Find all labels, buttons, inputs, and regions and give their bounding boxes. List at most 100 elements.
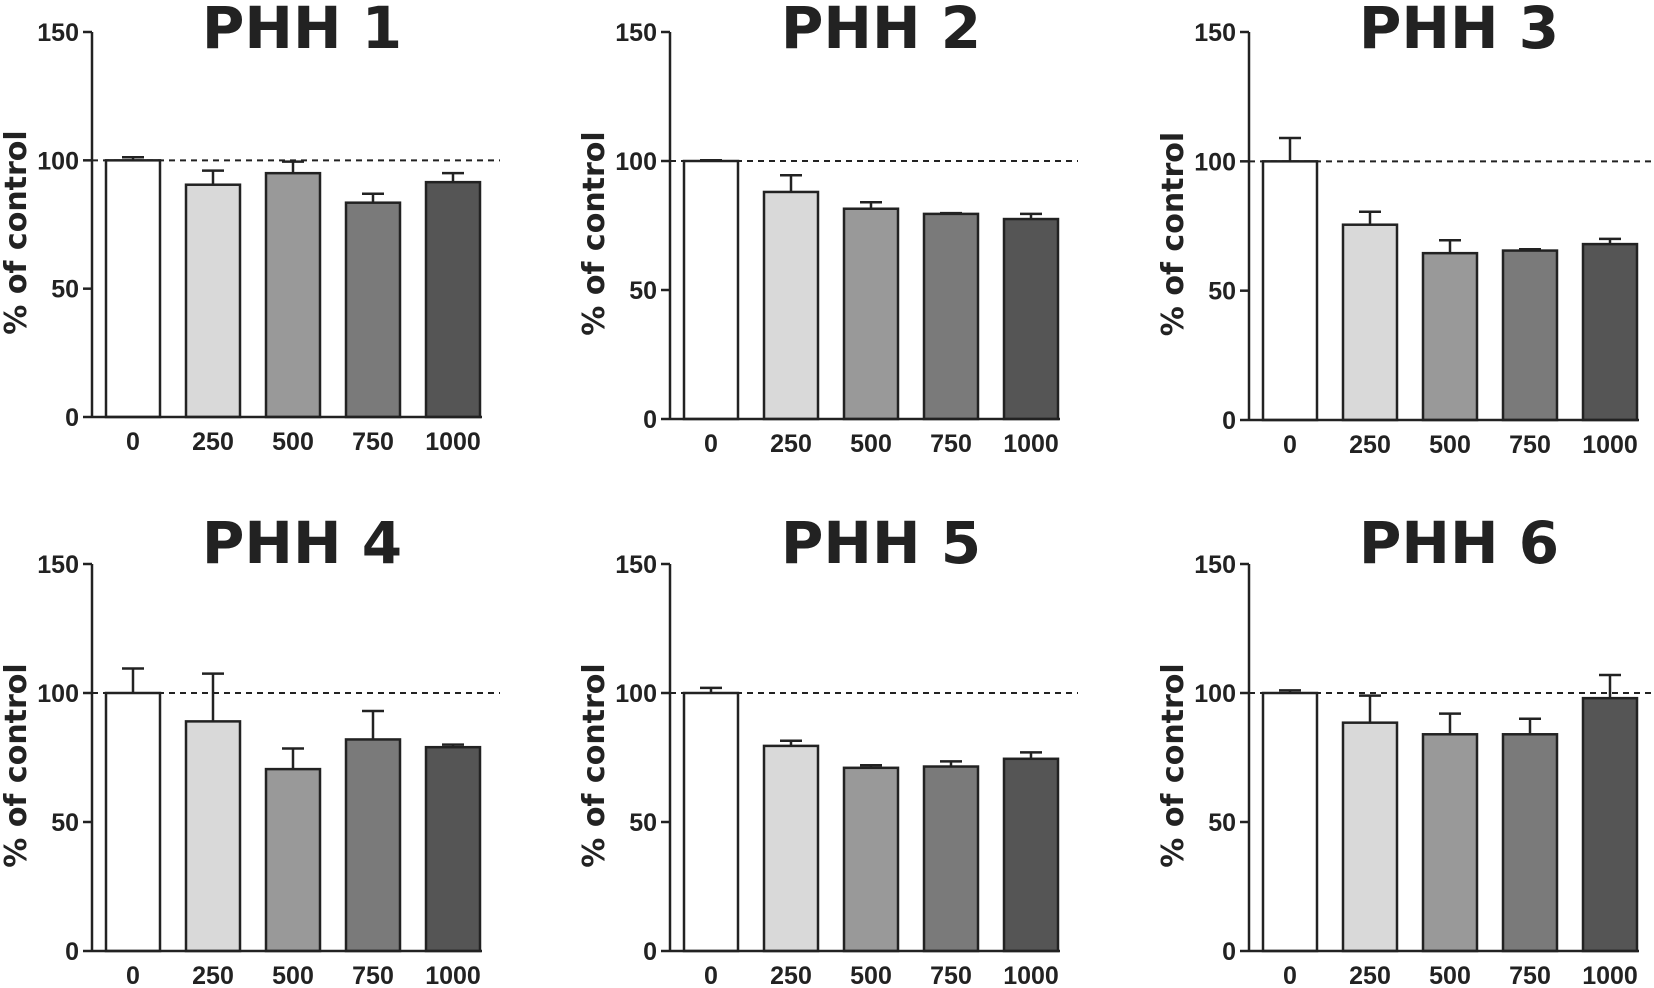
x-tick-label: 250 bbox=[192, 428, 234, 456]
bar-0 bbox=[104, 159, 162, 419]
x-tick-label: 500 bbox=[272, 962, 314, 988]
x-tick-label: 750 bbox=[930, 430, 972, 458]
bar-0 bbox=[104, 691, 162, 953]
y-tick-label: 100 bbox=[37, 147, 79, 175]
x-tick-label: 500 bbox=[850, 430, 892, 458]
y-axis-label: % of control bbox=[0, 663, 34, 867]
chart-title: PHH 6 bbox=[1359, 509, 1559, 577]
bar-0 bbox=[682, 691, 740, 953]
chart-title: PHH 5 bbox=[781, 509, 981, 577]
bar-250 bbox=[184, 183, 242, 419]
y-tick-label: 100 bbox=[37, 680, 79, 708]
x-tick-label: 1000 bbox=[1582, 962, 1638, 988]
bar-750 bbox=[922, 212, 980, 421]
x-tick-label: 250 bbox=[770, 430, 812, 458]
x-tick-label: 250 bbox=[1349, 431, 1391, 459]
y-tick-label: 50 bbox=[629, 277, 657, 305]
x-tick-label: 0 bbox=[704, 430, 718, 458]
x-tick-label: 750 bbox=[930, 962, 972, 988]
chart-title: PHH 2 bbox=[781, 0, 981, 62]
bar-250 bbox=[762, 190, 820, 421]
x-tick-label: 750 bbox=[1509, 431, 1551, 459]
y-tick-label: 0 bbox=[1222, 938, 1236, 966]
x-tick-label: 1000 bbox=[1582, 431, 1638, 459]
y-tick-label: 150 bbox=[37, 19, 79, 47]
chart-panel-3: PHH 3 % of control 0 250 500 750 1000 0 50 100 150 bbox=[1156, 0, 1654, 459]
x-tick-label: 0 bbox=[126, 962, 140, 988]
bar-500 bbox=[264, 171, 322, 419]
x-tick-label: 500 bbox=[272, 428, 314, 456]
y-axis-label: % of control bbox=[1156, 663, 1191, 867]
y-tick-label: 0 bbox=[1222, 407, 1236, 435]
y-tick-label: 0 bbox=[65, 404, 79, 432]
bar-500 bbox=[842, 766, 900, 953]
x-tick-label: 750 bbox=[352, 962, 394, 988]
y-tick-label: 150 bbox=[615, 551, 657, 579]
chart-panel-1: PHH 1 % of control 0 250 500 750 1000 0 50 100 150 bbox=[0, 0, 500, 456]
y-tick-label: 100 bbox=[615, 680, 657, 708]
y-tick-label: 50 bbox=[51, 276, 79, 304]
y-axis-label: % of control bbox=[577, 663, 612, 867]
bar-250 bbox=[184, 720, 242, 953]
y-tick-label: 0 bbox=[65, 938, 79, 966]
y-tick-label: 50 bbox=[629, 809, 657, 837]
x-tick-label: 250 bbox=[770, 962, 812, 988]
bar-0 bbox=[682, 159, 740, 421]
bar-0 bbox=[1261, 691, 1319, 953]
y-tick-label: 150 bbox=[1194, 19, 1236, 47]
chart-title: PHH 3 bbox=[1359, 0, 1559, 62]
y-tick-label: 50 bbox=[51, 809, 79, 837]
bar-750 bbox=[344, 738, 402, 953]
y-tick-label: 100 bbox=[1194, 680, 1236, 708]
bar-1000 bbox=[1581, 242, 1639, 422]
y-tick-label: 150 bbox=[615, 19, 657, 47]
y-axis-label: % of control bbox=[577, 131, 612, 335]
y-tick-label: 100 bbox=[1194, 148, 1236, 176]
bar-750 bbox=[1501, 249, 1559, 422]
bar-250 bbox=[762, 744, 820, 953]
bar-750 bbox=[1501, 733, 1559, 953]
x-tick-label: 500 bbox=[850, 962, 892, 988]
y-axis-label: % of control bbox=[1156, 132, 1191, 336]
bar-250 bbox=[1341, 721, 1399, 953]
x-tick-label: 250 bbox=[192, 962, 234, 988]
bar-500 bbox=[1421, 733, 1479, 953]
bar-250 bbox=[1341, 223, 1399, 422]
bar-1000 bbox=[1581, 696, 1639, 953]
bar-1000 bbox=[1002, 217, 1060, 421]
y-tick-label: 150 bbox=[37, 551, 79, 579]
x-tick-label: 500 bbox=[1429, 962, 1471, 988]
bar-1000 bbox=[424, 745, 482, 953]
chart-panel-2: PHH 2 % of control 0 250 500 750 1000 0 50 100 150 bbox=[577, 0, 1078, 458]
chart-panel-4: PHH 4 % of control 0 250 500 750 1000 0 50 100 150 bbox=[0, 509, 500, 988]
bar-0 bbox=[1261, 160, 1319, 422]
bar-500 bbox=[264, 767, 322, 953]
y-tick-label: 150 bbox=[1194, 551, 1236, 579]
x-tick-label: 1000 bbox=[1003, 430, 1059, 458]
y-tick-label: 0 bbox=[643, 406, 657, 434]
bar-500 bbox=[842, 207, 900, 421]
x-tick-label: 500 bbox=[1429, 431, 1471, 459]
chart-panel-5: PHH 5 % of control 0 250 500 750 1000 0 50 100 150 bbox=[577, 509, 1078, 988]
x-tick-label: 0 bbox=[704, 962, 718, 988]
x-tick-label: 750 bbox=[352, 428, 394, 456]
x-tick-label: 0 bbox=[1283, 962, 1297, 988]
y-tick-label: 50 bbox=[1208, 809, 1236, 837]
y-tick-label: 50 bbox=[1208, 278, 1236, 306]
x-tick-label: 250 bbox=[1349, 962, 1391, 988]
x-tick-label: 0 bbox=[1283, 431, 1297, 459]
y-tick-label: 100 bbox=[615, 148, 657, 176]
chart-title: PHH 4 bbox=[202, 509, 402, 577]
chart-title: PHH 1 bbox=[202, 0, 402, 62]
bar-1000 bbox=[424, 180, 482, 419]
x-tick-label: 750 bbox=[1509, 962, 1551, 988]
bar-500 bbox=[1421, 251, 1479, 422]
bar-1000 bbox=[1002, 757, 1060, 953]
x-tick-label: 0 bbox=[126, 428, 140, 456]
y-tick-label: 0 bbox=[643, 938, 657, 966]
bar-750 bbox=[922, 765, 980, 953]
y-axis-label: % of control bbox=[0, 130, 34, 334]
x-tick-label: 1000 bbox=[1003, 962, 1059, 988]
bar-750 bbox=[344, 201, 402, 419]
